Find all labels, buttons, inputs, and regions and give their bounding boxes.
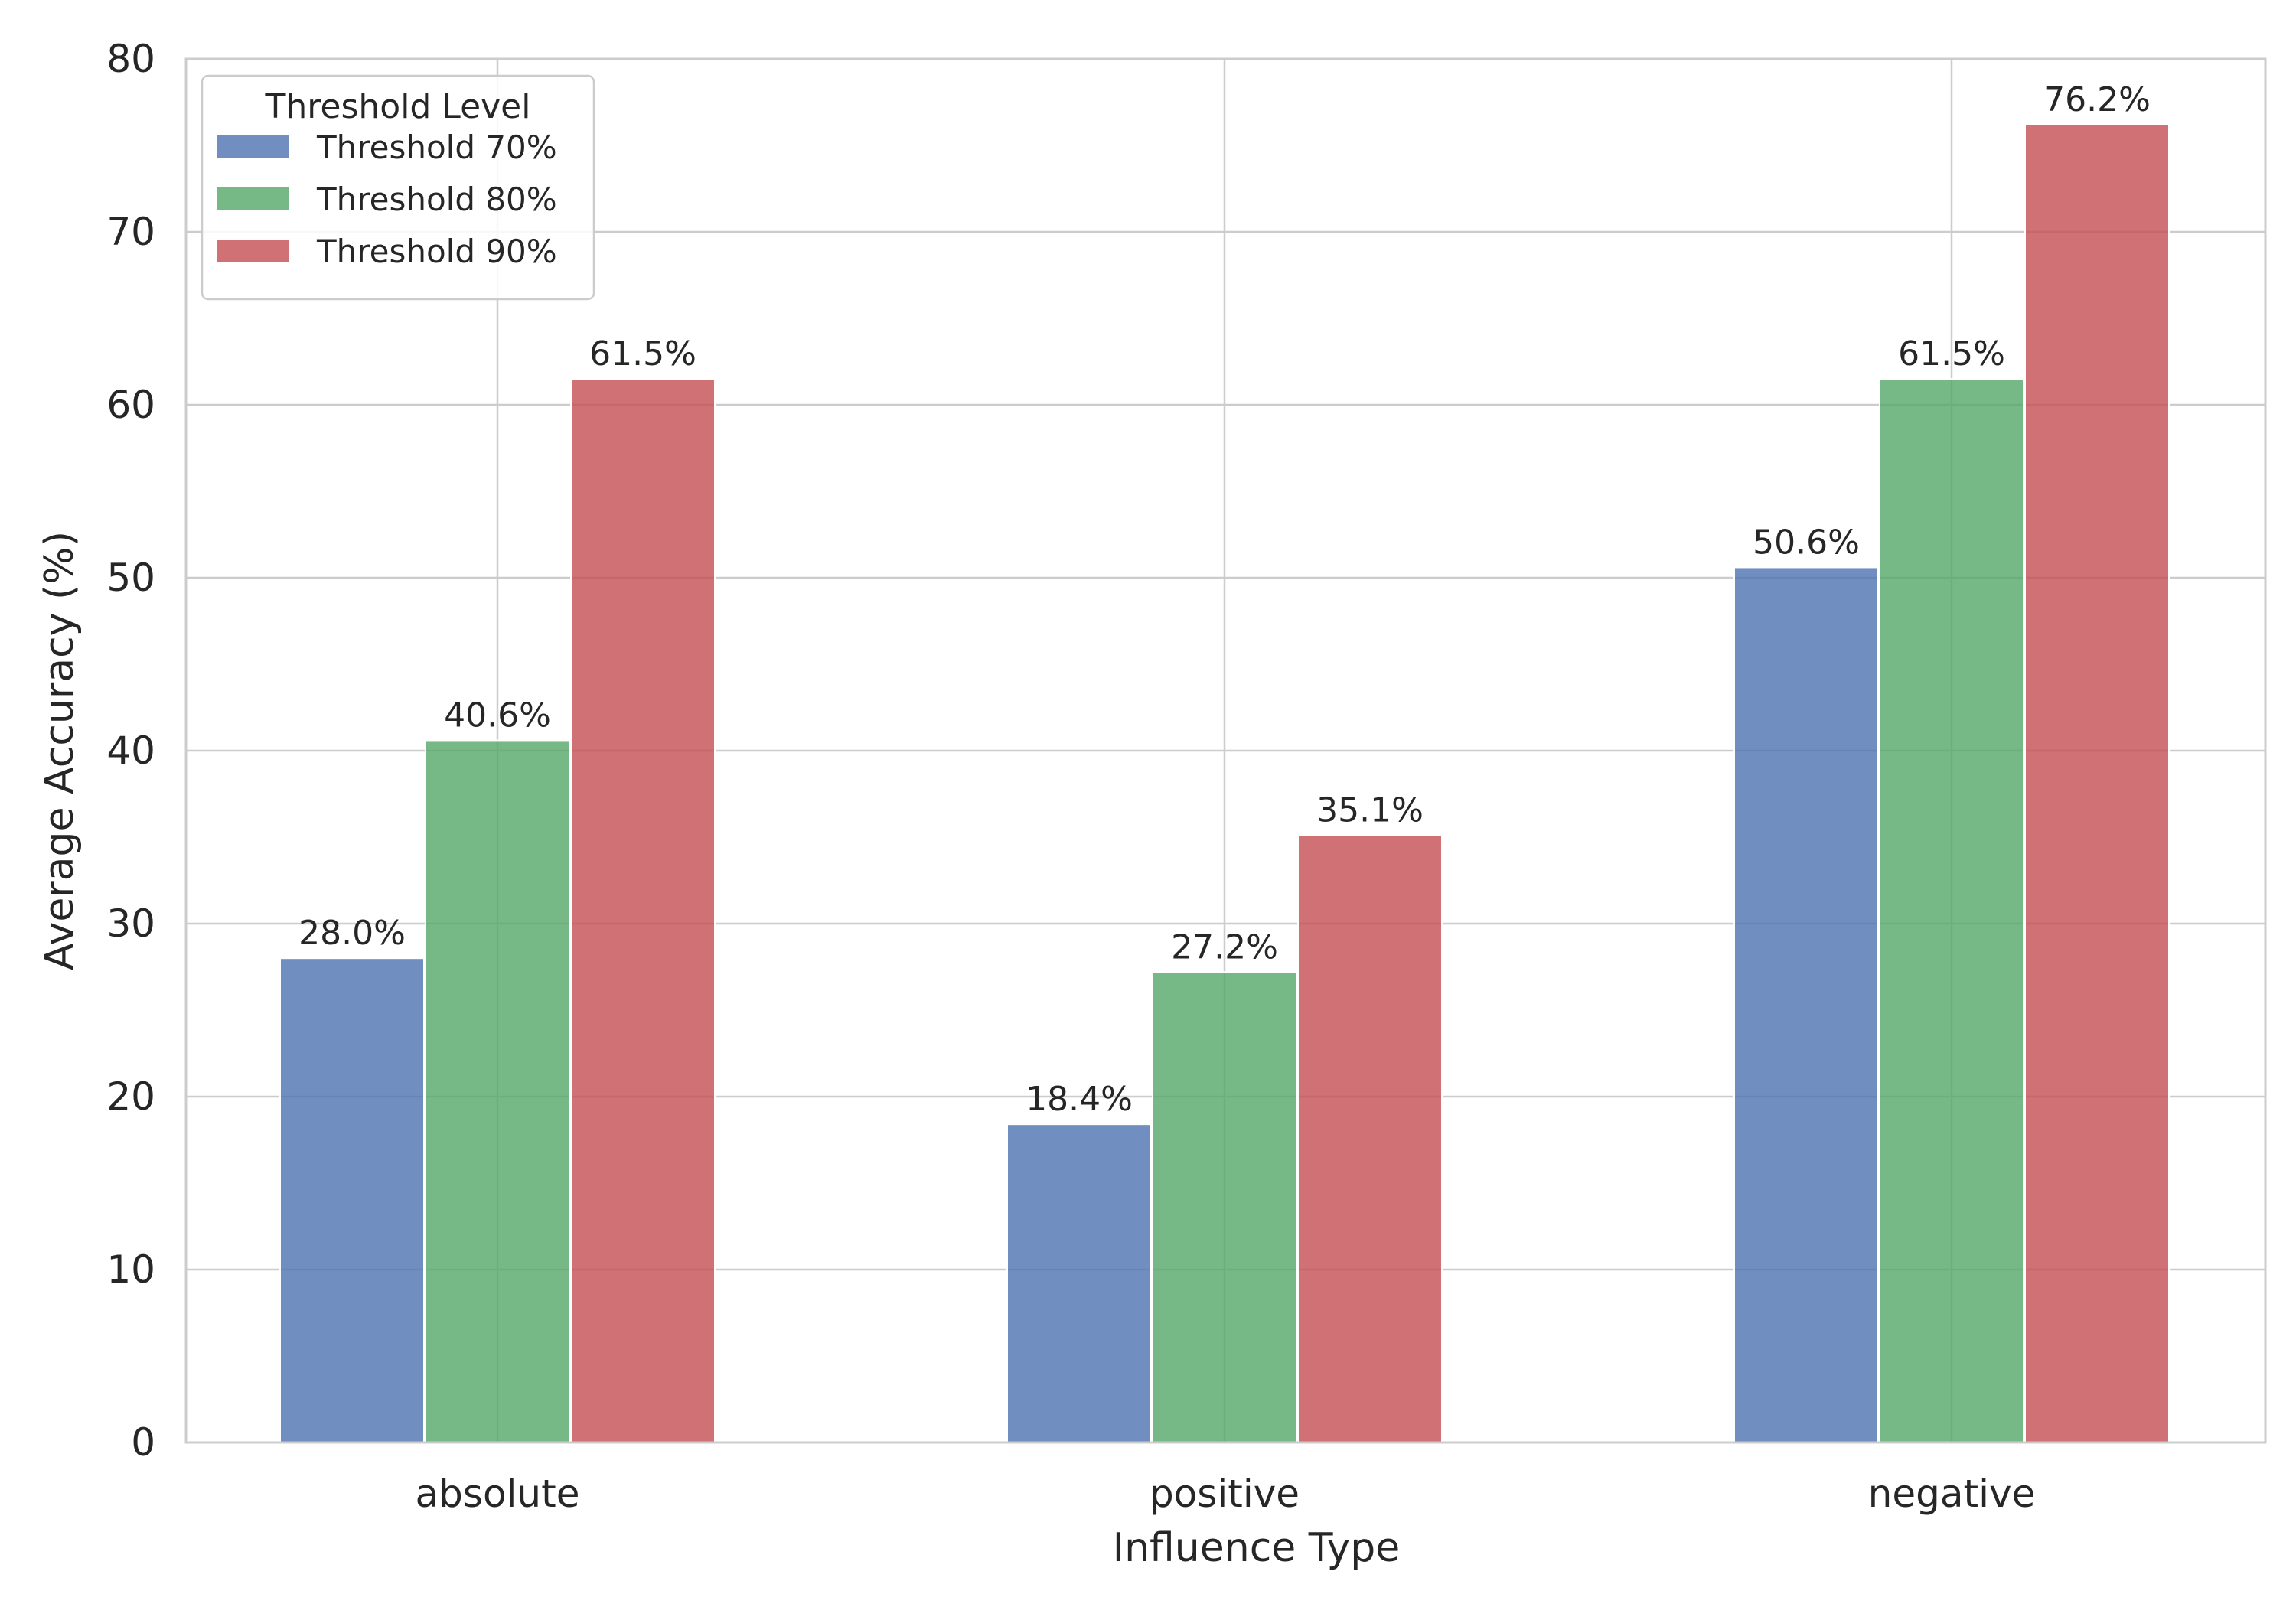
bar	[1733, 566, 1879, 1444]
legend-swatch	[217, 135, 289, 158]
y-tick-label: 30	[106, 901, 155, 946]
bar	[1297, 834, 1443, 1443]
legend-swatch	[217, 187, 289, 210]
y-axis-title: Average Accuracy (%)	[37, 531, 83, 970]
legend: Threshold Level Threshold 70% Threshold 8…	[201, 74, 595, 301]
x-tick-label: positive	[1150, 1472, 1300, 1516]
bar-value-label: 18.4%	[1026, 1080, 1133, 1119]
y-tick-label: 0	[131, 1420, 155, 1465]
bars	[279, 123, 2170, 1444]
x-axis-title: Influence Type	[1113, 1525, 1401, 1571]
bar	[1879, 378, 2024, 1444]
bar	[425, 739, 570, 1443]
bar	[2024, 123, 2170, 1443]
bar-value-label: 35.1%	[1316, 791, 1424, 830]
bar-value-label: 40.6%	[444, 696, 551, 735]
x-tick-label: absolute	[416, 1472, 580, 1516]
bar-value-label: 50.6%	[1753, 523, 1860, 562]
bar-value-label: 61.5%	[589, 334, 696, 373]
legend-label: Threshold 70%	[316, 129, 557, 166]
bar	[1152, 971, 1297, 1443]
bar	[570, 378, 716, 1444]
bar-value-label: 27.2%	[1171, 927, 1278, 966]
y-tick-label: 60	[106, 383, 155, 427]
data-labels: 28.0% 18.4% 50.6% 40.6% 27.2% 61.5% 61.5% 35.1%…	[298, 80, 2151, 1119]
tick-labels: 0 10 20 30 40 50 60 70 80 absolute positive negativ…	[106, 37, 2035, 1516]
y-tick-label: 40	[106, 729, 155, 773]
y-tick-label: 80	[106, 37, 155, 81]
y-tick-label: 10	[106, 1247, 155, 1292]
y-tick-label: 50	[106, 556, 155, 600]
legend-title: Threshold Level	[265, 87, 531, 126]
y-tick-label: 20	[106, 1074, 155, 1119]
legend-box	[201, 74, 595, 301]
bar-value-label: 28.0%	[298, 914, 406, 953]
x-tick-label: negative	[1868, 1472, 2036, 1516]
legend-label: Threshold 80%	[316, 181, 557, 218]
legend-label: Threshold 90%	[316, 233, 557, 270]
legend-swatch	[217, 240, 289, 262]
y-tick-label: 70	[106, 210, 155, 254]
bar	[1006, 1123, 1152, 1444]
bar-value-label: 61.5%	[1898, 334, 2005, 373]
bar	[279, 957, 425, 1443]
plot-frame	[184, 57, 2267, 1444]
legend-entries: Threshold 70% Threshold 80% Threshold 90%	[217, 129, 557, 270]
bar-value-label: 76.2%	[2043, 80, 2151, 119]
